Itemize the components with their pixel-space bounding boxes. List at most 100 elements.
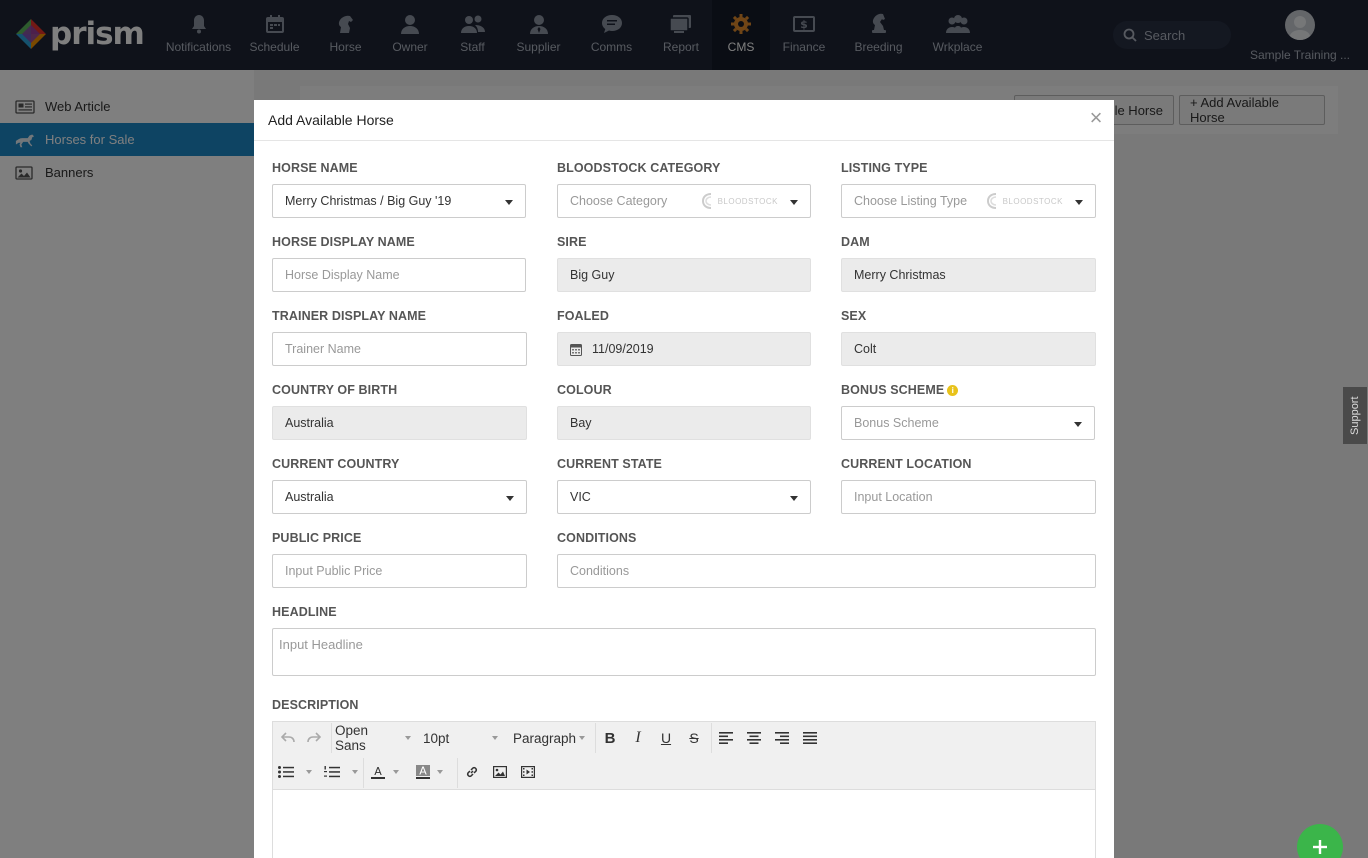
- current-location-input[interactable]: Input Location: [841, 480, 1096, 514]
- bonus-scheme-select[interactable]: Bonus Scheme: [841, 406, 1095, 440]
- chevron-down-icon: [393, 770, 399, 774]
- redo-button[interactable]: [303, 725, 325, 751]
- conditions-input[interactable]: Conditions: [557, 554, 1096, 588]
- bloodstock-category-label: BLOODSTOCK CATEGORY: [557, 161, 721, 175]
- close-icon[interactable]: ×: [1089, 105, 1103, 130]
- align-left-icon: [719, 732, 733, 744]
- horse-display-name-placeholder: Horse Display Name: [285, 268, 400, 282]
- align-right-button[interactable]: [771, 725, 793, 751]
- underline-button[interactable]: U: [655, 725, 677, 751]
- chevron-down-icon: [505, 200, 513, 205]
- align-center-icon: [747, 732, 761, 744]
- country-of-birth-value: Australia: [285, 416, 334, 430]
- bloodstock-logo-icon: [701, 193, 711, 209]
- sire-label: SIRE: [557, 235, 587, 249]
- support-tab[interactable]: Support: [1343, 387, 1367, 444]
- calendar-icon: [570, 343, 582, 356]
- background-color-button[interactable]: A: [413, 759, 453, 785]
- dam-label: DAM: [841, 235, 870, 249]
- horse-name-label: HORSE NAME: [272, 161, 358, 175]
- background-color-icon: A: [416, 765, 430, 779]
- block-format-value: Paragraph: [513, 730, 577, 746]
- text-color-icon: A: [371, 765, 385, 779]
- current-state-label: CURRENT STATE: [557, 457, 662, 471]
- font-family-select[interactable]: Open Sans: [335, 723, 411, 753]
- current-location-label: CURRENT LOCATION: [841, 457, 972, 471]
- add-fab-button[interactable]: [1297, 824, 1343, 858]
- horse-name-select[interactable]: Merry Christmas / Big Guy '19: [272, 184, 526, 218]
- align-left-button[interactable]: [715, 725, 737, 751]
- justify-button[interactable]: [799, 725, 821, 751]
- redo-icon: [307, 732, 321, 743]
- bloodstock-category-select[interactable]: Choose Category BLOODSTOCK: [557, 184, 811, 218]
- public-price-input[interactable]: Input Public Price: [272, 554, 527, 588]
- insert-media-button[interactable]: [517, 759, 539, 785]
- public-price-label: PUBLIC PRICE: [272, 531, 362, 545]
- foaled-label: FOALED: [557, 309, 609, 323]
- sex-value: Colt: [854, 342, 877, 356]
- font-family-value: Open Sans: [335, 723, 369, 753]
- font-size-value: 10pt: [423, 730, 450, 746]
- listing-type-select[interactable]: Choose Listing Type BLOODSTOCK: [841, 184, 1096, 218]
- sire-value: Big Guy: [570, 268, 615, 282]
- bullet-list-button[interactable]: [275, 759, 315, 785]
- numbered-list-icon: [324, 766, 340, 778]
- numbered-list-button[interactable]: [321, 759, 361, 785]
- bloodstock-logo-text: BLOODSTOCK: [1002, 196, 1063, 206]
- headline-placeholder: Input Headline: [279, 637, 363, 652]
- bold-button[interactable]: B: [599, 725, 621, 751]
- headline-textarea[interactable]: Input Headline: [272, 628, 1096, 676]
- svg-text:A: A: [419, 765, 427, 778]
- horse-name-value: Merry Christmas / Big Guy '19: [285, 194, 452, 208]
- chevron-down-icon: [790, 496, 798, 501]
- italic-button[interactable]: I: [627, 725, 649, 751]
- chevron-down-icon: [790, 200, 798, 205]
- chevron-down-icon: [492, 736, 499, 740]
- insert-image-button[interactable]: [489, 759, 511, 785]
- justify-icon: [803, 732, 817, 744]
- bonus-scheme-label-text: BONUS SCHEME: [841, 383, 945, 397]
- modal-title: Add Available Horse: [268, 112, 394, 128]
- bloodstock-logo-icon: [986, 193, 996, 209]
- italic-icon: I: [635, 729, 641, 746]
- info-icon[interactable]: i: [947, 385, 959, 396]
- chevron-down-icon: [579, 736, 586, 740]
- editor-toolbar: Open Sans 10pt Paragraph B I U S: [273, 722, 1095, 790]
- country-of-birth-label: COUNTRY OF BIRTH: [272, 383, 398, 397]
- text-color-button[interactable]: A: [367, 759, 407, 785]
- listing-type-label: LISTING TYPE: [841, 161, 928, 175]
- public-price-placeholder: Input Public Price: [285, 564, 383, 578]
- strikethrough-icon: S: [689, 730, 699, 746]
- headline-label: HEADLINE: [272, 605, 337, 619]
- bonus-scheme-label: BONUS SCHEME i: [841, 383, 959, 397]
- font-size-select[interactable]: 10pt: [423, 725, 499, 751]
- dam-value: Merry Christmas: [854, 268, 946, 282]
- chevron-down-icon: [352, 770, 358, 774]
- media-icon: [521, 766, 535, 778]
- colour-label: COLOUR: [557, 383, 612, 397]
- dam-field: Merry Christmas: [841, 258, 1096, 292]
- current-country-select[interactable]: Australia: [272, 480, 527, 514]
- foaled-value: 11/09/2019: [592, 342, 654, 356]
- trainer-name-input[interactable]: Trainer Name: [272, 332, 527, 366]
- current-state-select[interactable]: VIC: [557, 480, 811, 514]
- current-country-label: CURRENT COUNTRY: [272, 457, 400, 471]
- description-editor: Open Sans 10pt Paragraph B I U S: [272, 721, 1096, 858]
- plus-icon: [1313, 840, 1327, 854]
- conditions-placeholder: Conditions: [570, 564, 630, 578]
- chevron-down-icon: [437, 770, 443, 774]
- country-of-birth-field: Australia: [272, 406, 527, 440]
- horse-display-name-input[interactable]: Horse Display Name: [272, 258, 526, 292]
- conditions-label: CONDITIONS: [557, 531, 637, 545]
- align-center-button[interactable]: [743, 725, 765, 751]
- colour-value: Bay: [570, 416, 592, 430]
- insert-link-button[interactable]: [461, 759, 483, 785]
- current-location-placeholder: Input Location: [854, 490, 933, 504]
- foaled-field: 11/09/2019: [557, 332, 811, 366]
- description-content-area[interactable]: [273, 790, 1095, 858]
- block-format-select[interactable]: Paragraph: [513, 725, 587, 751]
- strikethrough-button[interactable]: S: [683, 725, 705, 751]
- undo-button[interactable]: [277, 725, 299, 751]
- bloodstock-category-placeholder: Choose Category: [570, 194, 668, 208]
- svg-text:A: A: [374, 765, 382, 778]
